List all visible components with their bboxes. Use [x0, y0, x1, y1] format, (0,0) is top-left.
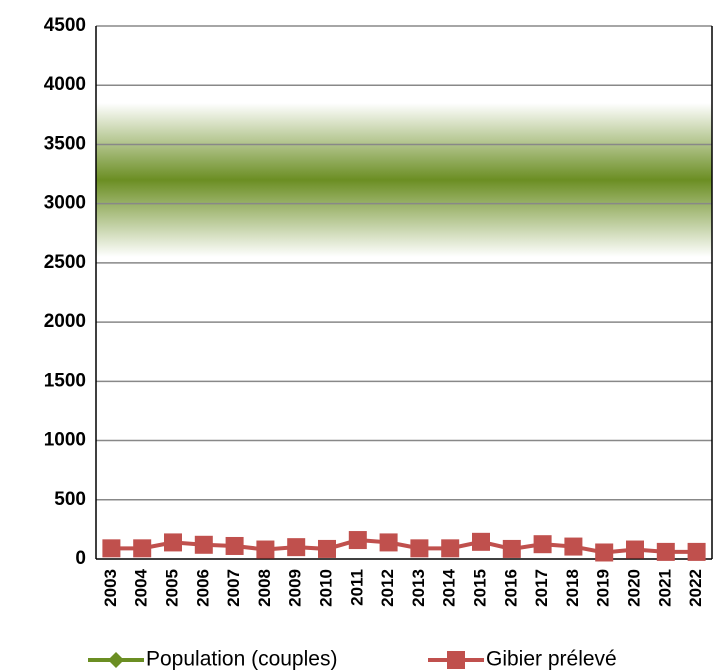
y-tick-label: 4500 [44, 15, 86, 36]
marker [687, 542, 706, 561]
y-tick-label: 500 [54, 489, 86, 510]
marker [441, 539, 460, 558]
marker [348, 531, 367, 550]
x-tick-label: 2013 [409, 569, 428, 607]
marker [318, 539, 336, 558]
legend-label: Population (couples) [146, 648, 337, 671]
y-tick-label: 2500 [44, 252, 86, 273]
legend-marker [108, 652, 124, 668]
x-tick-label: 2014 [440, 568, 459, 606]
x-tick-label: 2022 [686, 569, 705, 607]
x-tick-label: 2017 [532, 569, 551, 607]
x-tick-label: 2015 [470, 569, 489, 607]
marker [379, 533, 398, 552]
marker [656, 542, 675, 561]
marker [256, 540, 275, 559]
x-tick-label: 2020 [624, 569, 643, 607]
marker [533, 535, 552, 554]
legend-label: Gibier prélevé [486, 648, 617, 671]
marker [472, 532, 490, 551]
x-tick-label: 2016 [501, 569, 520, 607]
marker [595, 543, 614, 562]
marker [194, 535, 213, 554]
marker [102, 539, 121, 558]
y-tick-label: 3000 [44, 193, 86, 214]
population-band [96, 102, 712, 257]
marker [164, 533, 182, 552]
marker [225, 536, 244, 555]
x-tick-label: 2008 [255, 569, 274, 607]
y-tick-label: 0 [75, 548, 86, 569]
x-tick-label: 2006 [193, 569, 212, 607]
marker [502, 539, 521, 558]
marker [626, 540, 644, 559]
y-tick-label: 1000 [44, 430, 86, 451]
y-tick-label: 3500 [44, 133, 86, 154]
x-tick-label: 2019 [594, 569, 613, 607]
marker [287, 538, 306, 557]
x-tick-label: 2018 [563, 569, 582, 607]
marker [410, 539, 429, 558]
y-tick-label: 1500 [44, 370, 86, 391]
y-tick-label: 4000 [44, 74, 86, 95]
x-tick-label: 2004 [132, 568, 151, 606]
x-tick-label: 2003 [101, 569, 120, 607]
x-tick-label: 2010 [316, 569, 335, 607]
x-tick-label: 2011 [347, 569, 366, 606]
x-tick-label: 2005 [162, 569, 181, 607]
x-tick-label: 2009 [286, 569, 305, 607]
y-tick-label: 2000 [44, 311, 86, 332]
marker [133, 539, 152, 558]
x-tick-label: 2012 [378, 569, 397, 607]
x-tick-label: 2007 [224, 569, 243, 607]
marker [564, 537, 583, 556]
x-tick-label: 2021 [655, 569, 674, 607]
legend-marker [447, 651, 465, 669]
